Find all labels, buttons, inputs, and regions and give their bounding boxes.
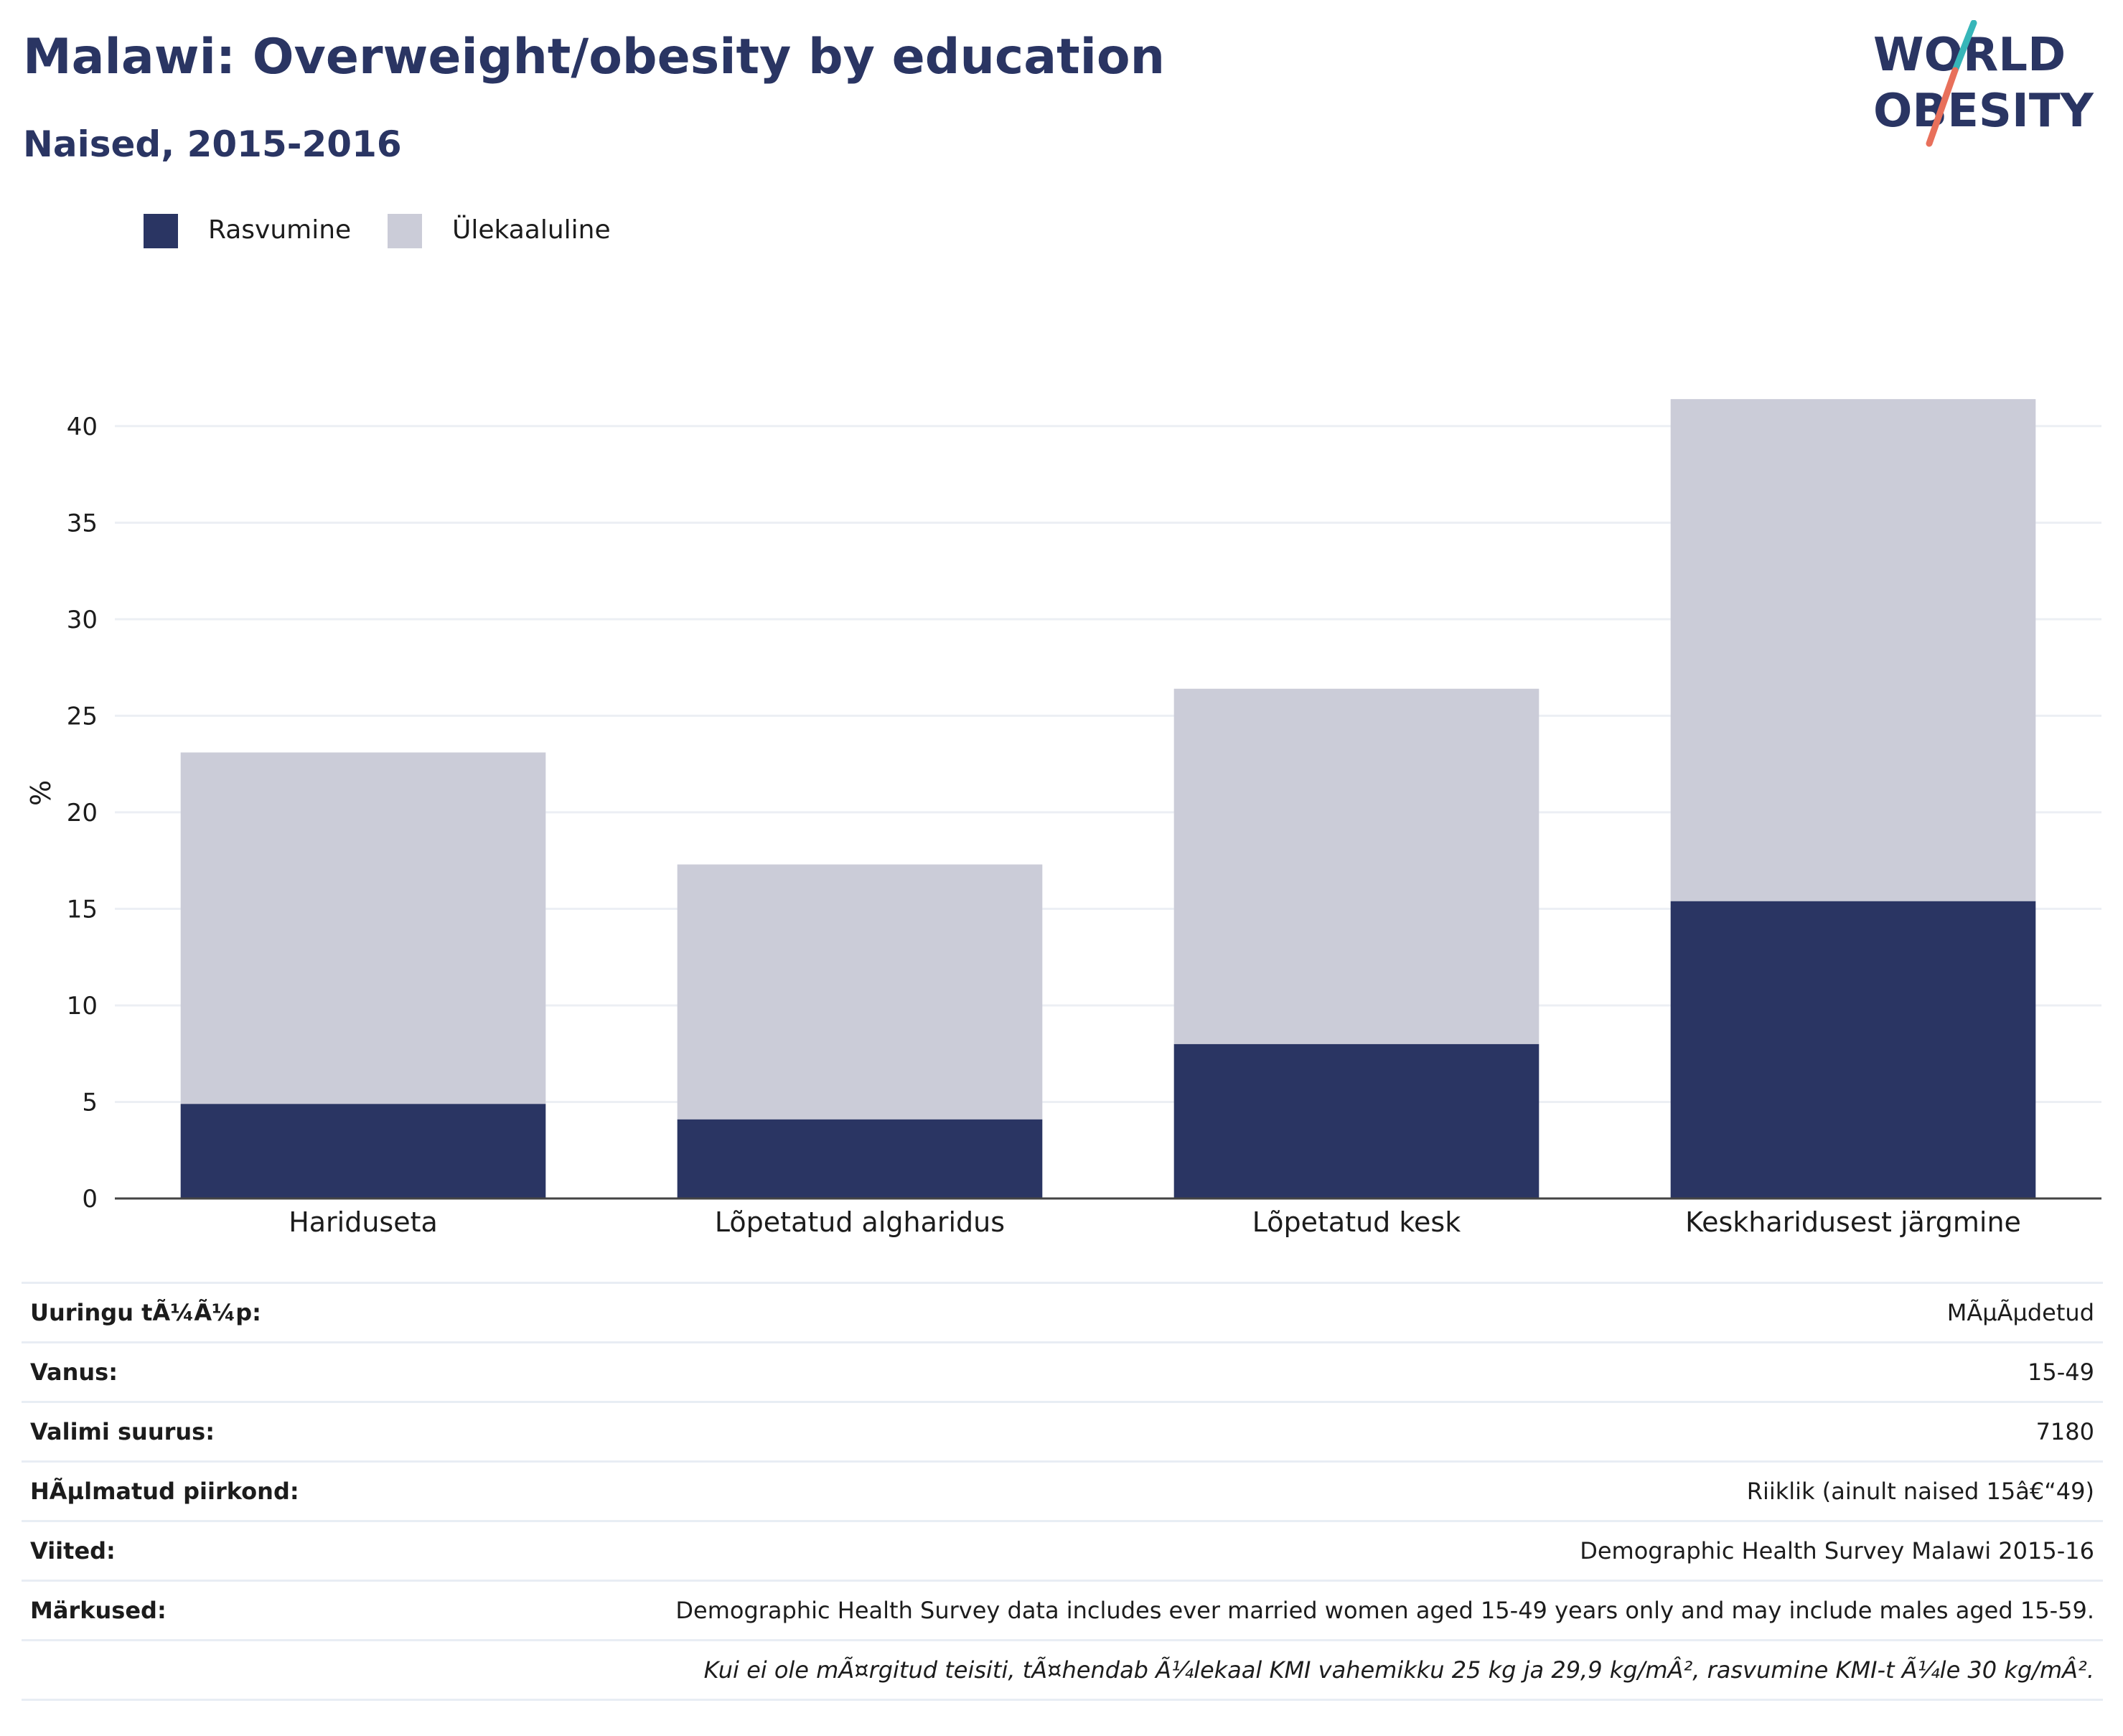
info-key: Vanus: (22, 1341, 367, 1402)
x-tick-label: Lõpetatud kesk (1252, 1206, 1461, 1238)
legend-swatch-overweight (388, 214, 422, 248)
y-tick-label: 20 (67, 799, 98, 827)
info-row-survey-type: Uuringu tÃ¼Ã¼p: MÃµÃµdetud (22, 1282, 2103, 1343)
y-tick-label: 25 (67, 702, 98, 731)
info-key-empty (22, 1639, 367, 1701)
info-row-footnote: Kui ei ole mÃ¤rgitud teisiti, tÃ¤hendab … (22, 1639, 2103, 1701)
y-tick-label: 35 (67, 509, 98, 538)
info-value: MÃµÃµdetud (367, 1282, 2103, 1343)
x-tick-label: Lõpetatud algharidus (715, 1206, 1005, 1238)
info-key: Valimi suurus: (22, 1401, 367, 1462)
y-axis-label: % (25, 780, 57, 806)
y-tick-label: 30 (67, 606, 98, 634)
bar-obesity[interactable] (677, 1119, 1043, 1198)
info-key: Uuringu tÃ¼Ã¼p: (22, 1282, 367, 1343)
legend-label-obesity: Rasvumine (208, 215, 352, 245)
y-tick-label: 10 (67, 992, 98, 1021)
y-tick-label: 0 (82, 1185, 98, 1214)
logo-word-obesity: OBESITY (1873, 85, 2094, 138)
info-value: Demographic Health Survey Malawi 2015-16 (367, 1520, 2103, 1581)
info-row-notes: Märkused: Demographic Health Survey data… (22, 1580, 2103, 1641)
info-value: Demographic Health Survey data includes … (367, 1580, 2103, 1641)
legend-swatch-obesity (144, 214, 178, 248)
info-row-coverage: HÃµlmatud piirkond: Riiklik (ainult nais… (22, 1460, 2103, 1521)
info-key: Viited: (22, 1520, 367, 1581)
bars (180, 399, 2036, 1198)
bar-obesity[interactable] (1670, 901, 2036, 1198)
info-value: 15-49 (367, 1341, 2103, 1402)
bar-overweight[interactable] (1670, 399, 2036, 901)
bar-overweight[interactable] (1173, 688, 1539, 1044)
bar-overweight[interactable] (180, 752, 546, 1104)
x-tick-label: Hariduseta (289, 1206, 438, 1238)
axes: 0 5 10 15 20 25 30 35 40% Hariduseta Lõpetatud alg… (25, 413, 2101, 1238)
info-row-age: Vanus: 15-49 (22, 1341, 2103, 1402)
bar-obesity[interactable] (180, 1104, 546, 1198)
bar-overweight[interactable] (677, 864, 1043, 1120)
y-tick-label: 40 (67, 413, 98, 441)
footnote-text: Kui ei ole mÃ¤rgitud teisiti, tÃ¤hendab … (367, 1639, 2103, 1701)
bar-obesity[interactable] (1173, 1043, 1539, 1198)
info-key: HÃµlmatud piirkond: (22, 1460, 367, 1521)
info-key: Märkused: (22, 1580, 367, 1641)
logo-slash-red (1926, 67, 1959, 147)
survey-info-table: Uuringu tÃ¼Ã¼p: MÃµÃµdetud Vanus: 15-49 … (22, 1282, 2103, 1701)
info-value: 7180 (367, 1401, 2103, 1462)
y-tick-label: 5 (82, 1088, 98, 1117)
y-tick-label: 15 (67, 895, 98, 924)
info-row-references: Viited: Demographic Health Survey Malawi… (22, 1520, 2103, 1581)
world-obesity-logo: WORLD OBESITY (1873, 20, 2094, 147)
chart-title: Malawi: Overweight/obesity by education (23, 29, 1166, 85)
info-value: Riiklik (ainult naised 15â€“49) (367, 1460, 2103, 1521)
info-row-sample-size: Valimi suurus: 7180 (22, 1401, 2103, 1462)
legend-label-overweight: Ülekaaluline (452, 215, 611, 245)
x-tick-label: Keskharidusest järgmine (1685, 1206, 2021, 1238)
chart-subtitle: Naised, 2015-2016 (23, 123, 402, 165)
logo-slash-teal (1951, 20, 1977, 74)
bar-chart: 0 5 10 15 20 25 30 35 40% Hariduseta Lõpetatud alg… (25, 399, 2101, 1238)
